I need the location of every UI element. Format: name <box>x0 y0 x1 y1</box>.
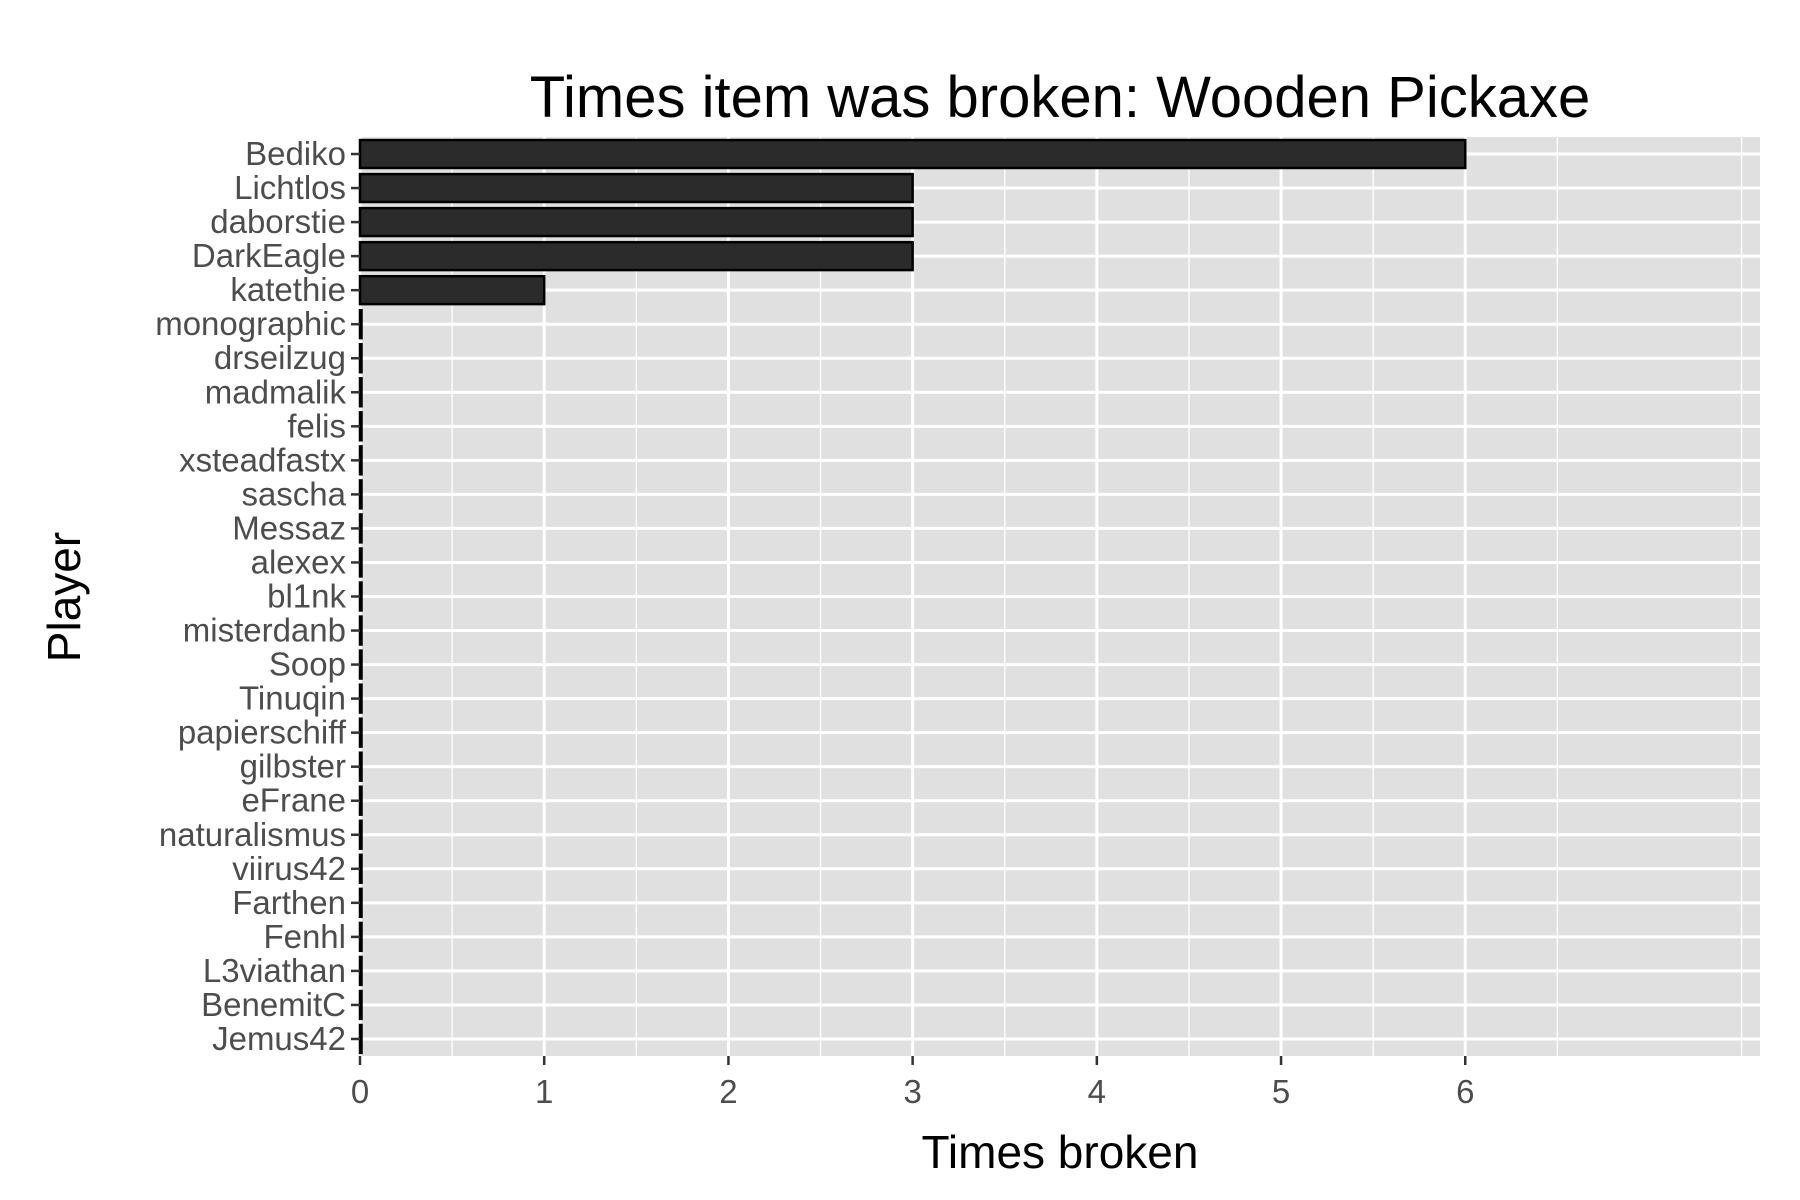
y-tick-label: papierschiff <box>178 714 347 751</box>
y-tick-label: misterdanb <box>183 612 346 649</box>
x-tick-label: 5 <box>1272 1073 1290 1110</box>
bar-darkeagle <box>358 240 914 272</box>
x-tick-label: 3 <box>903 1073 921 1110</box>
y-tick-label: Bediko <box>245 135 346 172</box>
bar-monographic <box>358 308 363 340</box>
y-tick-label: daborstie <box>210 203 346 240</box>
bar-tinuqin <box>358 683 363 714</box>
y-tick-label: drseilzug <box>214 339 346 376</box>
y-tick-label: Jemus42 <box>212 1020 346 1057</box>
bar-viirus42 <box>358 853 363 885</box>
y-tick-label: felis <box>287 407 346 444</box>
y-axis-title: Player <box>38 532 90 662</box>
y-tick-label: bl1nk <box>267 578 346 615</box>
y-tick-label: xsteadfastx <box>179 441 346 478</box>
bar-soop <box>358 649 363 680</box>
y-tick-label: DarkEagle <box>192 237 346 274</box>
bar-sascha <box>358 479 363 510</box>
y-tick-label: Tinuqin <box>239 680 346 717</box>
y-tick-label: viirus42 <box>232 850 346 887</box>
bar-gilbster <box>358 751 363 782</box>
bar-drseilzug <box>358 343 363 374</box>
x-tick-label: 2 <box>719 1073 737 1110</box>
bar-efrane <box>358 785 363 816</box>
bar-papierschiff <box>358 717 363 748</box>
y-tick-label: Fenhl <box>263 918 346 955</box>
bar-lichtlos <box>358 172 914 204</box>
y-tick-label: Messaz <box>232 509 346 546</box>
bar-messaz <box>358 513 363 544</box>
axes: BedikoLichtlosdaborstieDarkEaglekatethie… <box>155 135 1474 1110</box>
y-tick-label: madmalik <box>205 373 347 410</box>
y-tick-label: katethie <box>230 271 346 308</box>
bar-alexex <box>358 547 363 578</box>
bar-jemus42 <box>358 1023 363 1055</box>
y-tick-label: alexex <box>251 543 347 580</box>
x-tick-label: 4 <box>1088 1073 1106 1110</box>
y-tick-label: monographic <box>155 305 346 342</box>
bar-madmalik <box>358 377 363 408</box>
y-tick-label: gilbster <box>240 748 346 785</box>
bar-benemitc <box>358 989 363 1021</box>
bar-naturalismus <box>358 819 363 850</box>
x-tick-label: 0 <box>351 1073 369 1110</box>
bar-xsteadfastx <box>358 445 363 476</box>
bar-daborstie <box>358 206 914 238</box>
y-tick-label: Farthen <box>232 884 346 921</box>
y-tick-label: L3viathan <box>203 952 346 989</box>
y-tick-label: Lichtlos <box>234 169 346 206</box>
x-axis-title: Times broken <box>922 1126 1199 1178</box>
bar-felis <box>358 411 363 442</box>
bar-farthen <box>358 887 363 919</box>
bar-bediko <box>358 138 1467 170</box>
chart-title: Times item was broken: Wooden Pickaxe <box>530 65 1591 130</box>
bar-l3viathan <box>358 955 363 987</box>
y-tick-label: sascha <box>241 475 346 512</box>
y-tick-label: BenemitC <box>201 986 346 1023</box>
y-tick-label: eFrane <box>241 782 346 819</box>
x-tick-label: 1 <box>535 1073 553 1110</box>
y-tick-label: Soop <box>269 646 346 683</box>
bar-misterdanb <box>358 615 363 646</box>
bar-fenhl <box>358 921 363 953</box>
bars <box>358 138 1467 1055</box>
x-tick-label: 6 <box>1456 1073 1474 1110</box>
bar-katethie <box>358 274 546 306</box>
bar-bl1nk <box>358 581 363 612</box>
y-tick-label: naturalismus <box>159 816 346 853</box>
